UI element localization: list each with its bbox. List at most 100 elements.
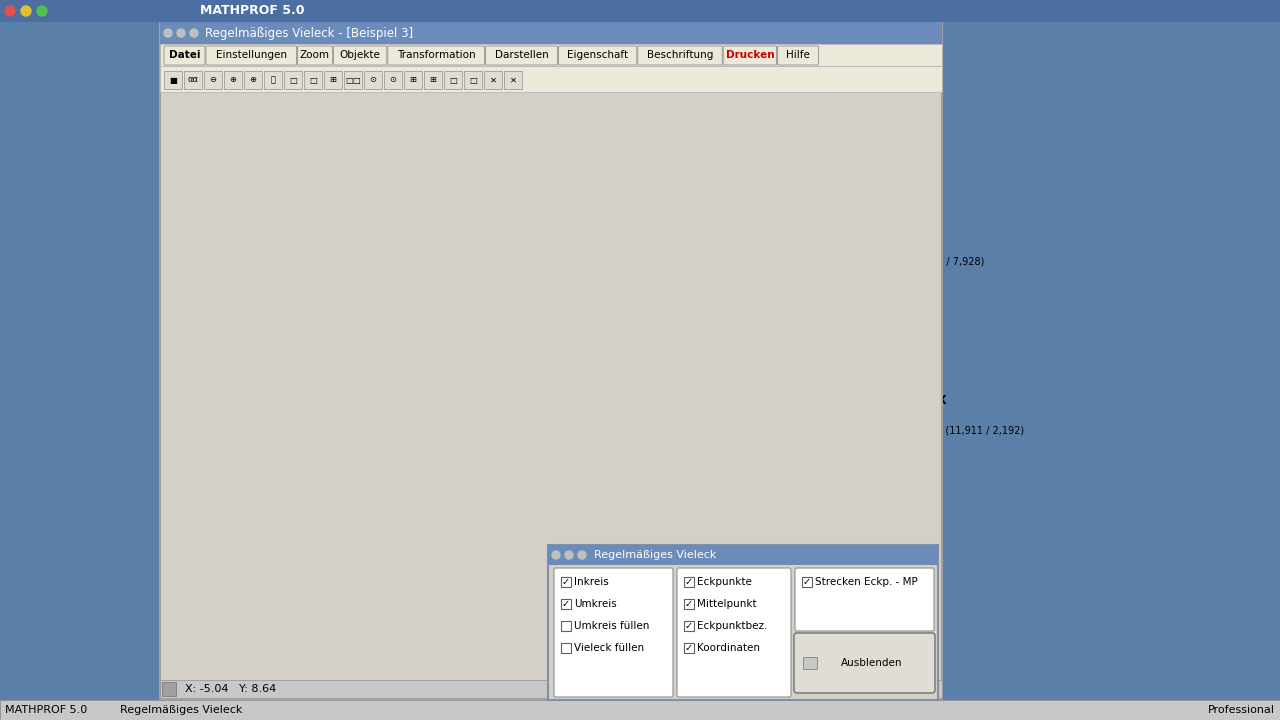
Text: ⊖: ⊖ xyxy=(210,76,216,84)
Text: X: X xyxy=(937,394,946,407)
Bar xyxy=(561,643,571,653)
Text: ✓: ✓ xyxy=(685,621,692,631)
FancyBboxPatch shape xyxy=(388,46,485,65)
Text: Strecken Eckp. - MP: Strecken Eckp. - MP xyxy=(815,577,918,587)
Bar xyxy=(160,44,942,66)
Text: P5 (3,402 / -6,978): P5 (3,402 / -6,978) xyxy=(654,528,746,539)
Text: P6 (9,864 / -4,441): P6 (9,864 / -4,441) xyxy=(813,550,904,560)
Bar xyxy=(160,66,942,92)
Bar xyxy=(561,621,571,631)
FancyBboxPatch shape xyxy=(795,568,934,631)
Text: P3 (-3,645 / 3,358): P3 (-3,645 / 3,358) xyxy=(530,212,621,222)
Text: ■: ■ xyxy=(169,76,177,84)
Text: ✓: ✓ xyxy=(685,643,692,653)
Text: M (4 / 1): M (4 / 1) xyxy=(759,349,803,359)
Text: Transformation: Transformation xyxy=(397,50,475,60)
Text: Inkreis: Inkreis xyxy=(573,577,609,587)
Text: □□: □□ xyxy=(346,76,361,84)
Circle shape xyxy=(164,29,172,37)
Text: Art: Innenpolygon: Art: Innenpolygon xyxy=(214,106,326,116)
Circle shape xyxy=(5,6,15,16)
Circle shape xyxy=(37,6,47,16)
Text: MATHPROF 5.0: MATHPROF 5.0 xyxy=(5,705,87,715)
FancyBboxPatch shape xyxy=(485,46,558,65)
Text: X: -5.04   Y: 8.64: X: -5.04 Y: 8.64 xyxy=(186,684,276,694)
Text: □: □ xyxy=(308,76,317,84)
Text: Koordinaten: Koordinaten xyxy=(698,643,760,653)
Text: Beschriftung: Beschriftung xyxy=(646,50,713,60)
Bar xyxy=(284,71,302,89)
Circle shape xyxy=(579,551,586,559)
Text: Fläche: A = 175,13 FE: Fläche: A = 175,13 FE xyxy=(214,258,349,268)
Text: ⊙: ⊙ xyxy=(389,76,397,84)
Text: Mittelpunkt: M (4 / 1): Mittelpunkt: M (4 / 1) xyxy=(214,381,347,391)
Text: ✓: ✓ xyxy=(685,577,692,587)
FancyBboxPatch shape xyxy=(333,46,387,65)
Bar xyxy=(305,71,323,89)
Text: P2 (1,077 / 8,447): P2 (1,077 / 8,447) xyxy=(690,156,778,166)
Bar xyxy=(184,71,202,89)
Text: □: □ xyxy=(289,76,297,84)
Text: □: □ xyxy=(468,76,477,84)
Bar xyxy=(344,71,362,89)
Text: ✓: ✓ xyxy=(685,599,692,609)
Bar xyxy=(224,71,242,89)
Circle shape xyxy=(177,29,186,37)
Text: Umkreis füllen: Umkreis füllen xyxy=(573,621,649,631)
Text: Zentriwinkel = 51,429°: Zentriwinkel = 51,429° xyxy=(214,228,357,238)
Text: P4 (-2,61 / -3,507): P4 (-2,61 / -3,507) xyxy=(476,379,566,390)
Bar xyxy=(548,545,938,565)
FancyBboxPatch shape xyxy=(637,46,722,65)
FancyBboxPatch shape xyxy=(778,46,819,65)
Text: Regelmäßiges Vieleck - [Beispiel 3]: Regelmäßiges Vieleck - [Beispiel 3] xyxy=(205,27,413,40)
Bar xyxy=(561,577,571,587)
Bar xyxy=(404,71,422,89)
Text: ⊕: ⊕ xyxy=(250,76,256,84)
Circle shape xyxy=(20,6,31,16)
Text: αα: αα xyxy=(187,76,198,84)
Text: Mittelpunkt: Mittelpunkt xyxy=(698,599,756,609)
Text: Eckpunktbez.: Eckpunktbez. xyxy=(698,621,768,631)
Text: ✓: ✓ xyxy=(562,577,570,587)
Bar xyxy=(561,599,571,609)
Bar xyxy=(244,71,262,89)
Text: Anzahl Ecken n = 7: Anzahl Ecken n = 7 xyxy=(214,137,333,146)
Bar xyxy=(548,545,938,700)
Text: ⊞: ⊞ xyxy=(410,76,416,84)
Text: Eckpunkte: Eckpunkte xyxy=(698,577,751,587)
FancyBboxPatch shape xyxy=(677,568,791,697)
Text: Umfang: U = 48,595: Umfang: U = 48,595 xyxy=(214,349,339,359)
FancyBboxPatch shape xyxy=(794,633,934,693)
Circle shape xyxy=(552,551,561,559)
Text: Objekte: Objekte xyxy=(339,50,380,60)
Circle shape xyxy=(189,29,198,37)
Bar xyxy=(444,71,462,89)
Text: Innenwinkelsumme = 900°: Innenwinkelsumme = 900° xyxy=(214,289,380,299)
Text: Vieleck füllen: Vieleck füllen xyxy=(573,643,644,653)
Text: Inkreisradius ri = 7,208: Inkreisradius ri = 7,208 xyxy=(214,197,361,207)
Bar xyxy=(0,0,1280,22)
Bar xyxy=(803,577,812,587)
Bar xyxy=(204,71,221,89)
FancyBboxPatch shape xyxy=(558,46,637,65)
Text: ✓: ✓ xyxy=(562,599,570,609)
Bar xyxy=(0,700,1280,720)
Text: ⊕: ⊕ xyxy=(229,76,237,84)
Text: Ausblenden: Ausblenden xyxy=(841,658,902,668)
Text: Eigenschaft: Eigenschaft xyxy=(567,50,628,60)
Bar xyxy=(465,71,483,89)
Text: Drucken: Drucken xyxy=(726,50,774,60)
Text: ⎙: ⎙ xyxy=(270,76,275,84)
Text: □: □ xyxy=(449,76,457,84)
Text: Diagonalenzahl: nd = 14: Diagonalenzahl: nd = 14 xyxy=(214,319,366,329)
Bar xyxy=(160,680,942,698)
Text: MATHPROF 5.0: MATHPROF 5.0 xyxy=(200,4,305,17)
FancyBboxPatch shape xyxy=(554,568,673,697)
Bar xyxy=(264,71,282,89)
FancyBboxPatch shape xyxy=(206,46,297,65)
Bar xyxy=(164,71,182,89)
Bar xyxy=(324,71,342,89)
Bar xyxy=(684,599,694,609)
Bar xyxy=(163,682,177,696)
Text: Regelmäßiges Vieleck: Regelmäßiges Vieleck xyxy=(594,550,717,560)
